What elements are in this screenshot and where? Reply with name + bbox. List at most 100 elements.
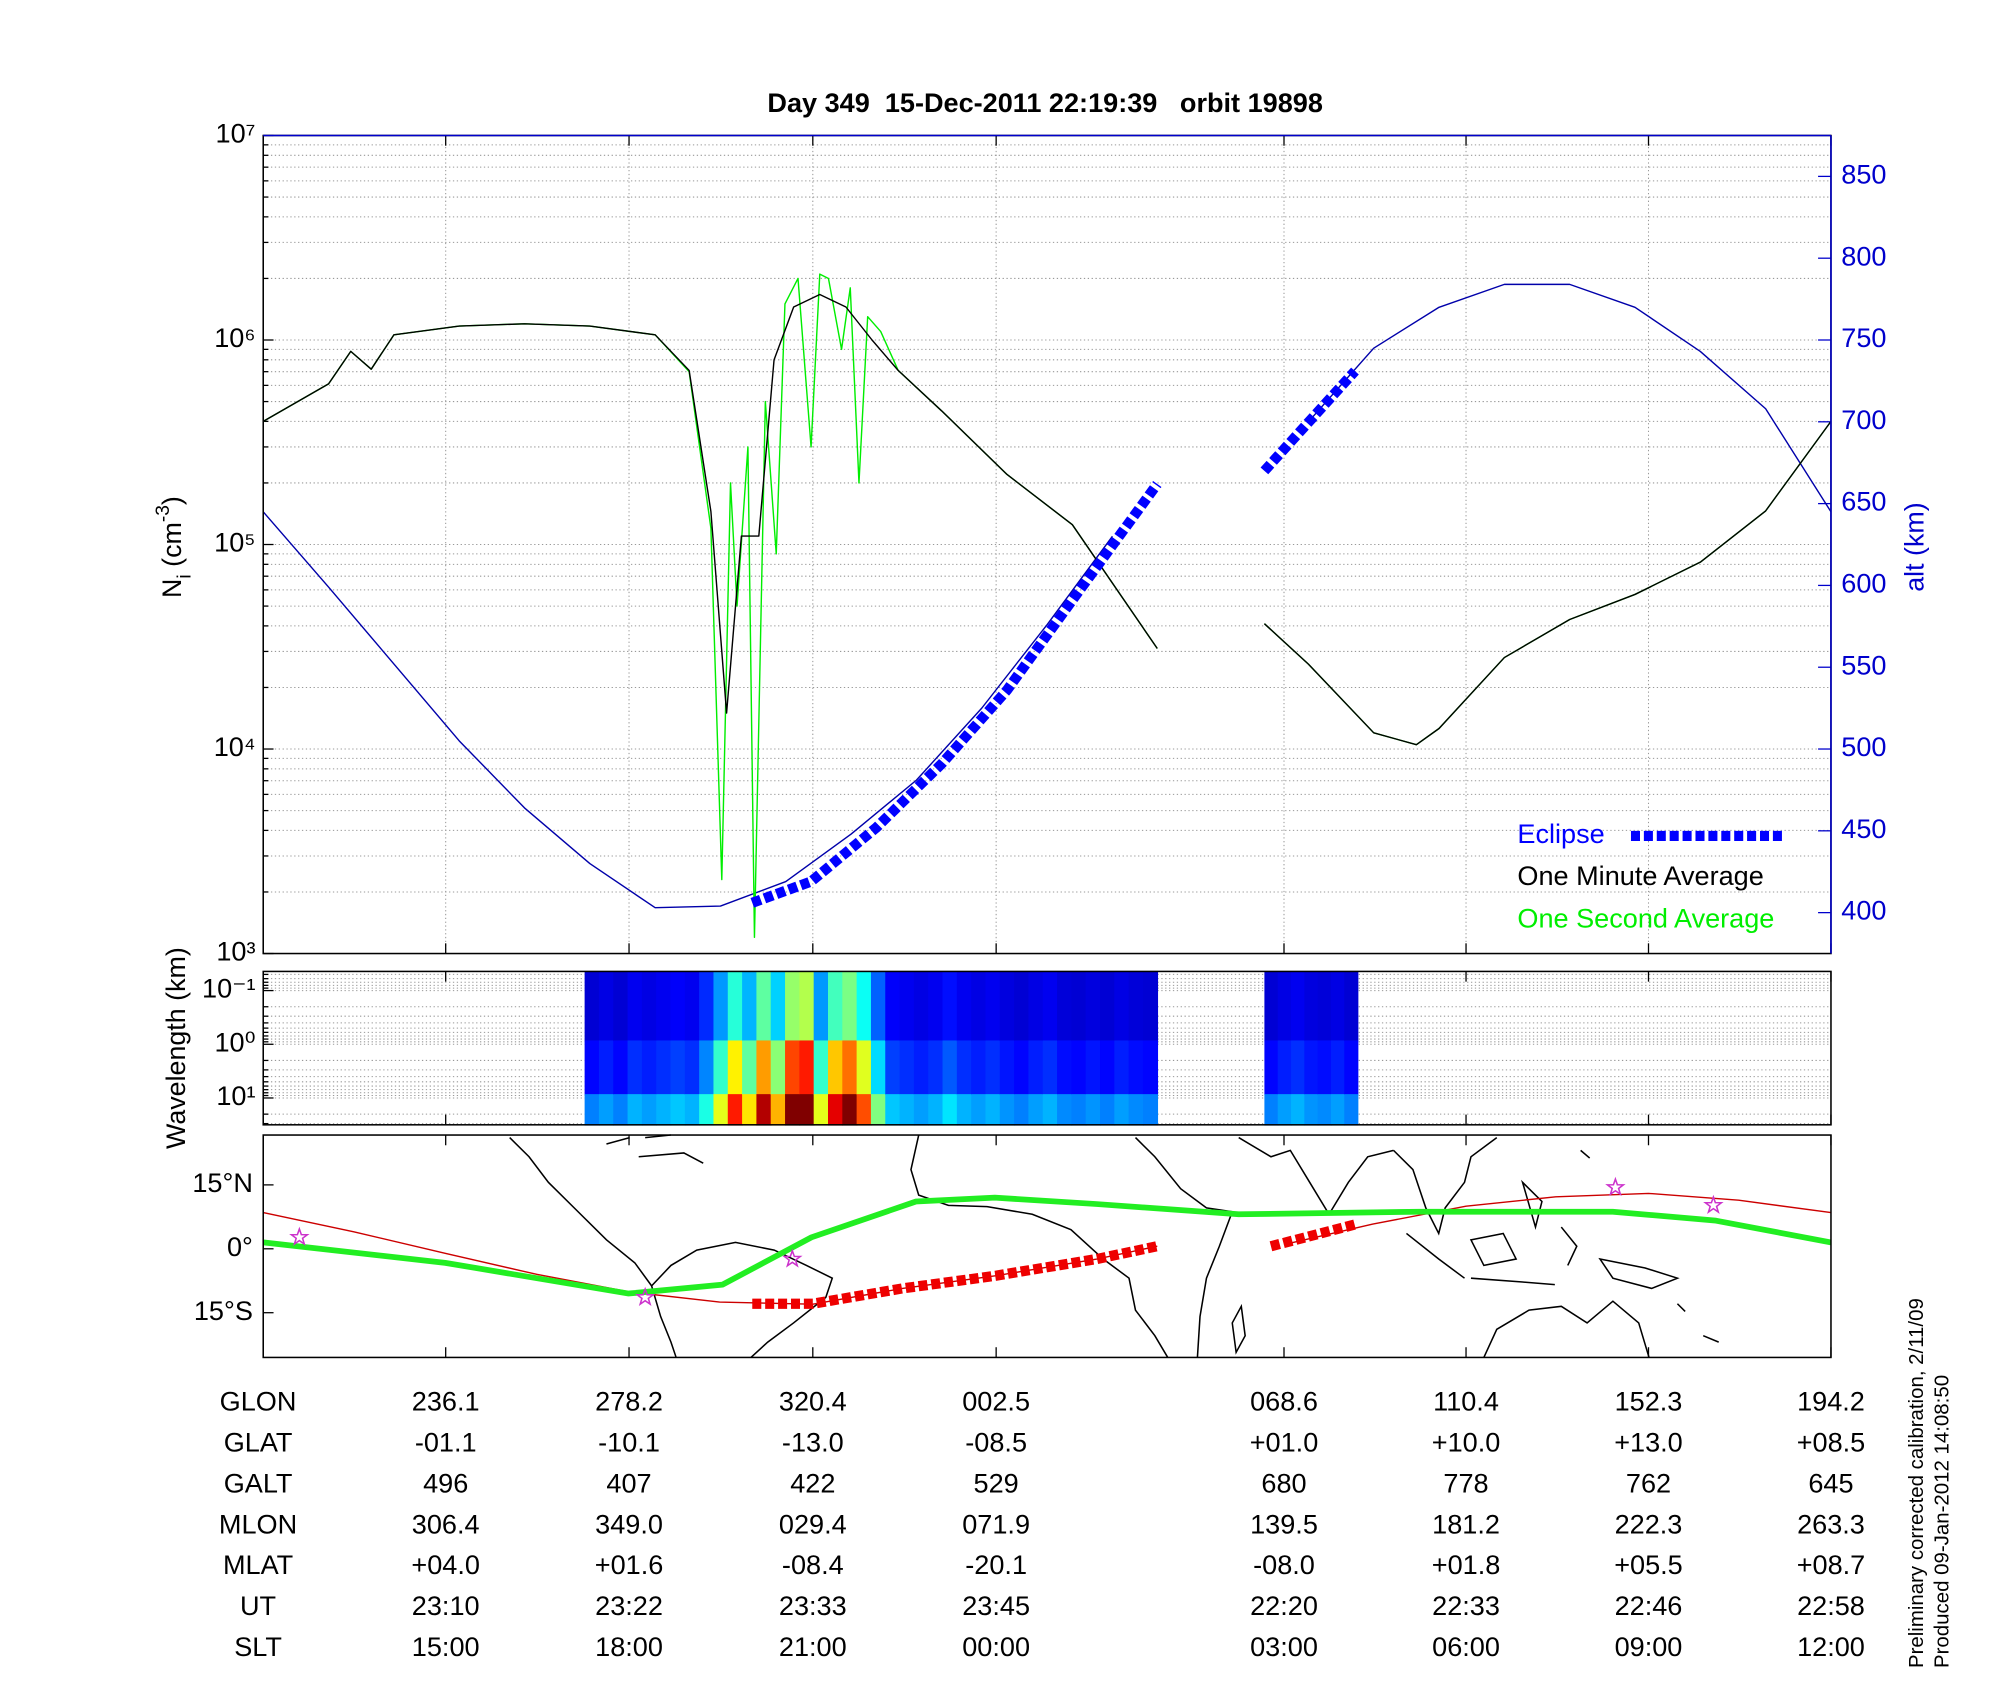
spectrogram-cell — [713, 971, 729, 1042]
table-row-label: GLAT — [224, 1428, 293, 1458]
table-cell: -08.0 — [1253, 1550, 1315, 1580]
y2-tick-label: 750 — [1841, 323, 1886, 353]
spectrogram-cell — [785, 971, 801, 1042]
legend-label: One Second Average — [1517, 904, 1774, 934]
table-row-label: GLON — [220, 1387, 297, 1417]
y-tick-label: 15°S — [194, 1296, 253, 1326]
table-cell: 071.9 — [962, 1509, 1030, 1539]
table-cell: 194.2 — [1797, 1387, 1865, 1417]
station-star — [782, 1248, 803, 1268]
spectrogram-cell — [1330, 1040, 1346, 1095]
spectrogram-cell — [1071, 1094, 1087, 1126]
spectrogram-cell — [813, 1094, 829, 1126]
spectrogram-cell — [756, 1094, 772, 1126]
table-cell: -20.1 — [965, 1550, 1027, 1580]
spectrogram-cell — [756, 1040, 772, 1095]
spectrogram-y-label: Wavelength (km) — [161, 947, 191, 1149]
spectrogram-cell — [827, 1040, 844, 1095]
coastline — [1238, 1136, 1394, 1216]
station-star — [634, 1286, 656, 1306]
spectrogram-cell — [799, 1094, 815, 1126]
spectrogram-cell — [813, 1040, 829, 1095]
spectrogram-cell — [727, 1094, 743, 1126]
table-cell: +01.6 — [595, 1550, 664, 1580]
spectrogram-cell — [913, 1040, 929, 1095]
table-cell: 22:20 — [1250, 1591, 1318, 1621]
spectrogram-cell — [1014, 971, 1030, 1042]
spectrogram-cell — [899, 1094, 915, 1126]
table-row-label: GALT — [224, 1468, 293, 1498]
spectrogram-cell — [999, 971, 1015, 1042]
table-cell: 18:00 — [595, 1632, 663, 1662]
spectrogram-cell — [1014, 1094, 1030, 1126]
table-cell: 110.4 — [1433, 1387, 1499, 1417]
spectrogram-cell — [656, 1094, 672, 1126]
table-cell: 278.2 — [595, 1387, 663, 1417]
spectrogram-cell — [1264, 971, 1279, 1042]
spectrogram-cell — [1317, 1094, 1332, 1126]
table-cell: 15:00 — [412, 1632, 480, 1662]
legend-label: One Minute Average — [1517, 861, 1763, 891]
spectrogram-cell — [742, 1040, 758, 1095]
spectrogram-cell — [899, 971, 915, 1042]
spectrogram-cell — [699, 971, 715, 1042]
map-track — [752, 1219, 1357, 1309]
spectrogram-cell — [799, 1040, 815, 1095]
spectrogram-cell — [699, 1040, 715, 1095]
spectrogram-cell — [727, 971, 743, 1042]
y-axis-label: Ni (cm-3) — [153, 496, 195, 598]
label-part: (cm — [157, 522, 187, 574]
table-cell: 23:33 — [779, 1591, 847, 1621]
table-cell: +08.7 — [1797, 1550, 1866, 1580]
spectrogram-cell — [928, 1040, 944, 1095]
table-cell: 778 — [1443, 1468, 1488, 1498]
table-cell: 422 — [790, 1468, 835, 1498]
y-tick-label: 10⁴ — [214, 732, 256, 762]
spectrogram-cell — [1304, 1040, 1319, 1095]
table-cell: 09:00 — [1615, 1632, 1683, 1662]
table-cell: 236.1 — [412, 1387, 480, 1417]
y2-tick-label: 500 — [1841, 732, 1886, 762]
spectrogram-cell — [641, 1040, 657, 1095]
table-cell: -01.1 — [415, 1428, 477, 1458]
spectrogram-cell — [942, 1040, 958, 1095]
plot-frame — [262, 1134, 1832, 1359]
y2-tick-label: 600 — [1841, 569, 1886, 599]
spectrogram-cell — [870, 1040, 887, 1095]
y2-tick-label: 850 — [1841, 160, 1886, 190]
table-cell: +10.0 — [1432, 1428, 1501, 1458]
spectrogram-cell — [1291, 1040, 1306, 1095]
label-part: ) — [157, 496, 187, 505]
spectrogram-cell — [699, 1094, 715, 1126]
spectrogram-cell — [1114, 971, 1130, 1042]
coastline — [650, 1285, 677, 1358]
density-line — [262, 293, 1832, 746]
table-cell: 029.4 — [779, 1509, 847, 1539]
footnote: Produced 09-Jan-2012 14:08:50 — [1931, 1375, 1954, 1668]
spectrogram-cell — [684, 1094, 700, 1126]
spectrogram-cell — [913, 971, 929, 1042]
spectrogram-cell — [670, 971, 686, 1042]
spectrogram-cell — [899, 1040, 915, 1095]
spectrogram-cell — [956, 1040, 972, 1095]
spectrogram-cell — [1142, 1094, 1159, 1126]
coastline — [1231, 1303, 1246, 1355]
table-cell: 762 — [1626, 1468, 1671, 1498]
spectrogram-cell — [1028, 971, 1044, 1042]
spectrogram-cell — [1057, 1094, 1073, 1126]
spectrogram-cell — [885, 971, 901, 1042]
table-cell: 222.3 — [1615, 1509, 1683, 1539]
table-cell: 03:00 — [1250, 1632, 1318, 1662]
station-star — [289, 1226, 310, 1246]
table-cell: 002.5 — [962, 1387, 1030, 1417]
coastline — [509, 1137, 653, 1287]
y-tick-label: 0° — [227, 1232, 253, 1262]
table-cell: 23:45 — [962, 1591, 1030, 1621]
y-tick-label: 10³ — [216, 937, 255, 967]
spectrogram-cell — [584, 1094, 600, 1126]
spectrogram-cell — [584, 971, 600, 1042]
spectrogram-cell — [756, 971, 772, 1042]
spectrogram-cell — [1264, 1094, 1279, 1126]
